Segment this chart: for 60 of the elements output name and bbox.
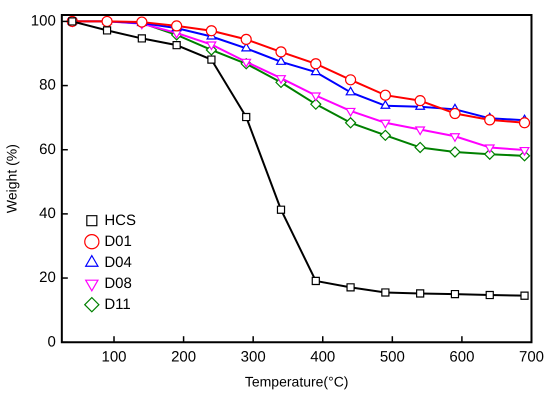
point (414, 95, 426, 106)
point (240, 34, 252, 45)
point (206, 25, 218, 36)
legend-label: D01 (104, 232, 132, 250)
x-tick-label: 300 (240, 348, 266, 366)
point (416, 289, 424, 298)
x-axis-title: Temperature(°C) (244, 373, 348, 390)
point (414, 142, 426, 154)
y-tick-label: 40 (39, 205, 56, 222)
point (380, 90, 391, 101)
point (450, 290, 460, 298)
point (310, 98, 322, 110)
point (520, 292, 529, 300)
point (276, 56, 286, 65)
point (102, 26, 112, 35)
point (344, 117, 356, 128)
point (276, 206, 286, 214)
point (518, 117, 530, 128)
y-tick-label: 20 (39, 269, 56, 286)
point (344, 74, 356, 86)
point (380, 100, 390, 109)
point (380, 120, 390, 128)
point (380, 130, 391, 141)
point (310, 92, 321, 102)
point (484, 114, 496, 126)
point (207, 55, 216, 64)
point (484, 144, 495, 154)
y-axis-title: Weight (%) (3, 144, 20, 214)
legend-label: D04 (104, 254, 132, 271)
legend-label: D11 (104, 296, 131, 313)
legend-label: D08 (104, 274, 132, 292)
y-tick-label: 80 (39, 76, 56, 94)
point (450, 133, 460, 142)
point (520, 146, 530, 156)
y-tick-label: 60 (39, 140, 56, 158)
x-tick-label: 400 (310, 348, 336, 366)
point (310, 58, 322, 70)
x-tick-label: 100 (101, 348, 127, 366)
y-tick-label: 100 (30, 12, 56, 30)
point (206, 41, 216, 50)
point (276, 75, 286, 84)
point (449, 108, 461, 120)
point (346, 86, 356, 96)
point (415, 126, 426, 136)
x-tick-label: 200 (171, 348, 196, 366)
point (312, 276, 320, 286)
x-tick-label: 700 (518, 348, 544, 366)
point (242, 112, 250, 122)
point (346, 108, 356, 117)
point (172, 41, 181, 50)
x-tick-label: 500 (380, 348, 405, 366)
point (486, 290, 494, 300)
point (346, 283, 355, 292)
point (381, 288, 390, 297)
x-tick-label: 600 (449, 348, 474, 366)
legend-label: HCS (104, 212, 136, 229)
point (138, 34, 146, 43)
point (449, 146, 461, 158)
y-tick-label: 0 (47, 333, 56, 350)
point (275, 46, 287, 58)
